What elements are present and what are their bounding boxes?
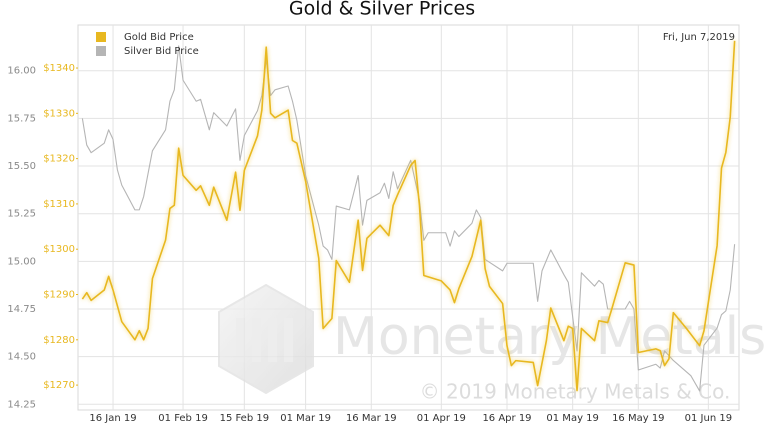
watermark-copyright: © 2019 Monetary Metals & Co. [420, 380, 731, 404]
x-tick-label: 16 Apr 19 [482, 413, 531, 424]
y-tick-label: 15.00 [7, 256, 36, 267]
series-line [81, 40, 736, 392]
x-tick-label: 01 May 19 [546, 413, 598, 424]
x-tick-label: 16 Jan 19 [89, 413, 136, 424]
x-tick-label: 01 Jun 19 [685, 413, 732, 424]
y2-tick-label: $1340 [43, 63, 75, 74]
grid [77, 24, 740, 411]
legend-label: Gold Bid Price [124, 32, 194, 43]
plot-area [77, 24, 740, 411]
x-tick-label: 15 Feb 19 [220, 413, 270, 424]
y-tick-label: 14.75 [7, 304, 36, 315]
y2-tick-label: $1320 [43, 154, 75, 165]
x-tick-label: 16 May 19 [612, 413, 664, 424]
chart-title: Gold & Silver Prices [289, 0, 475, 20]
series-line [81, 45, 736, 392]
y-tick-label: 15.75 [7, 113, 36, 124]
x-tick-label: 01 Apr 19 [417, 413, 466, 424]
watermark-logo [218, 283, 314, 395]
y-tick-label: 14.25 [7, 399, 36, 410]
y2-tick-label: $1290 [43, 290, 75, 301]
legend-label: Silver Bid Price [124, 46, 199, 57]
y-tick-label: 15.25 [7, 209, 36, 220]
y2-tick-label: $1270 [43, 380, 75, 391]
y-tick-label: 15.50 [7, 161, 36, 172]
legend-swatch [96, 46, 106, 56]
y-tick-label: 14.50 [7, 352, 36, 363]
legend-swatch [96, 32, 106, 42]
y2-tick-label: $1330 [43, 108, 75, 119]
y-tick-label: 16.00 [7, 66, 36, 77]
date-annotation: Fri, Jun 7,2019 [663, 32, 735, 43]
x-tick-label: 01 Feb 19 [158, 413, 208, 424]
x-tick-label: 16 Mar 19 [346, 413, 397, 424]
y2-tick-label: $1310 [43, 199, 75, 210]
y2-tick-label: $1280 [43, 335, 75, 346]
x-tick-label: 01 Mar 19 [280, 413, 331, 424]
y2-tick-label: $1300 [43, 244, 75, 255]
